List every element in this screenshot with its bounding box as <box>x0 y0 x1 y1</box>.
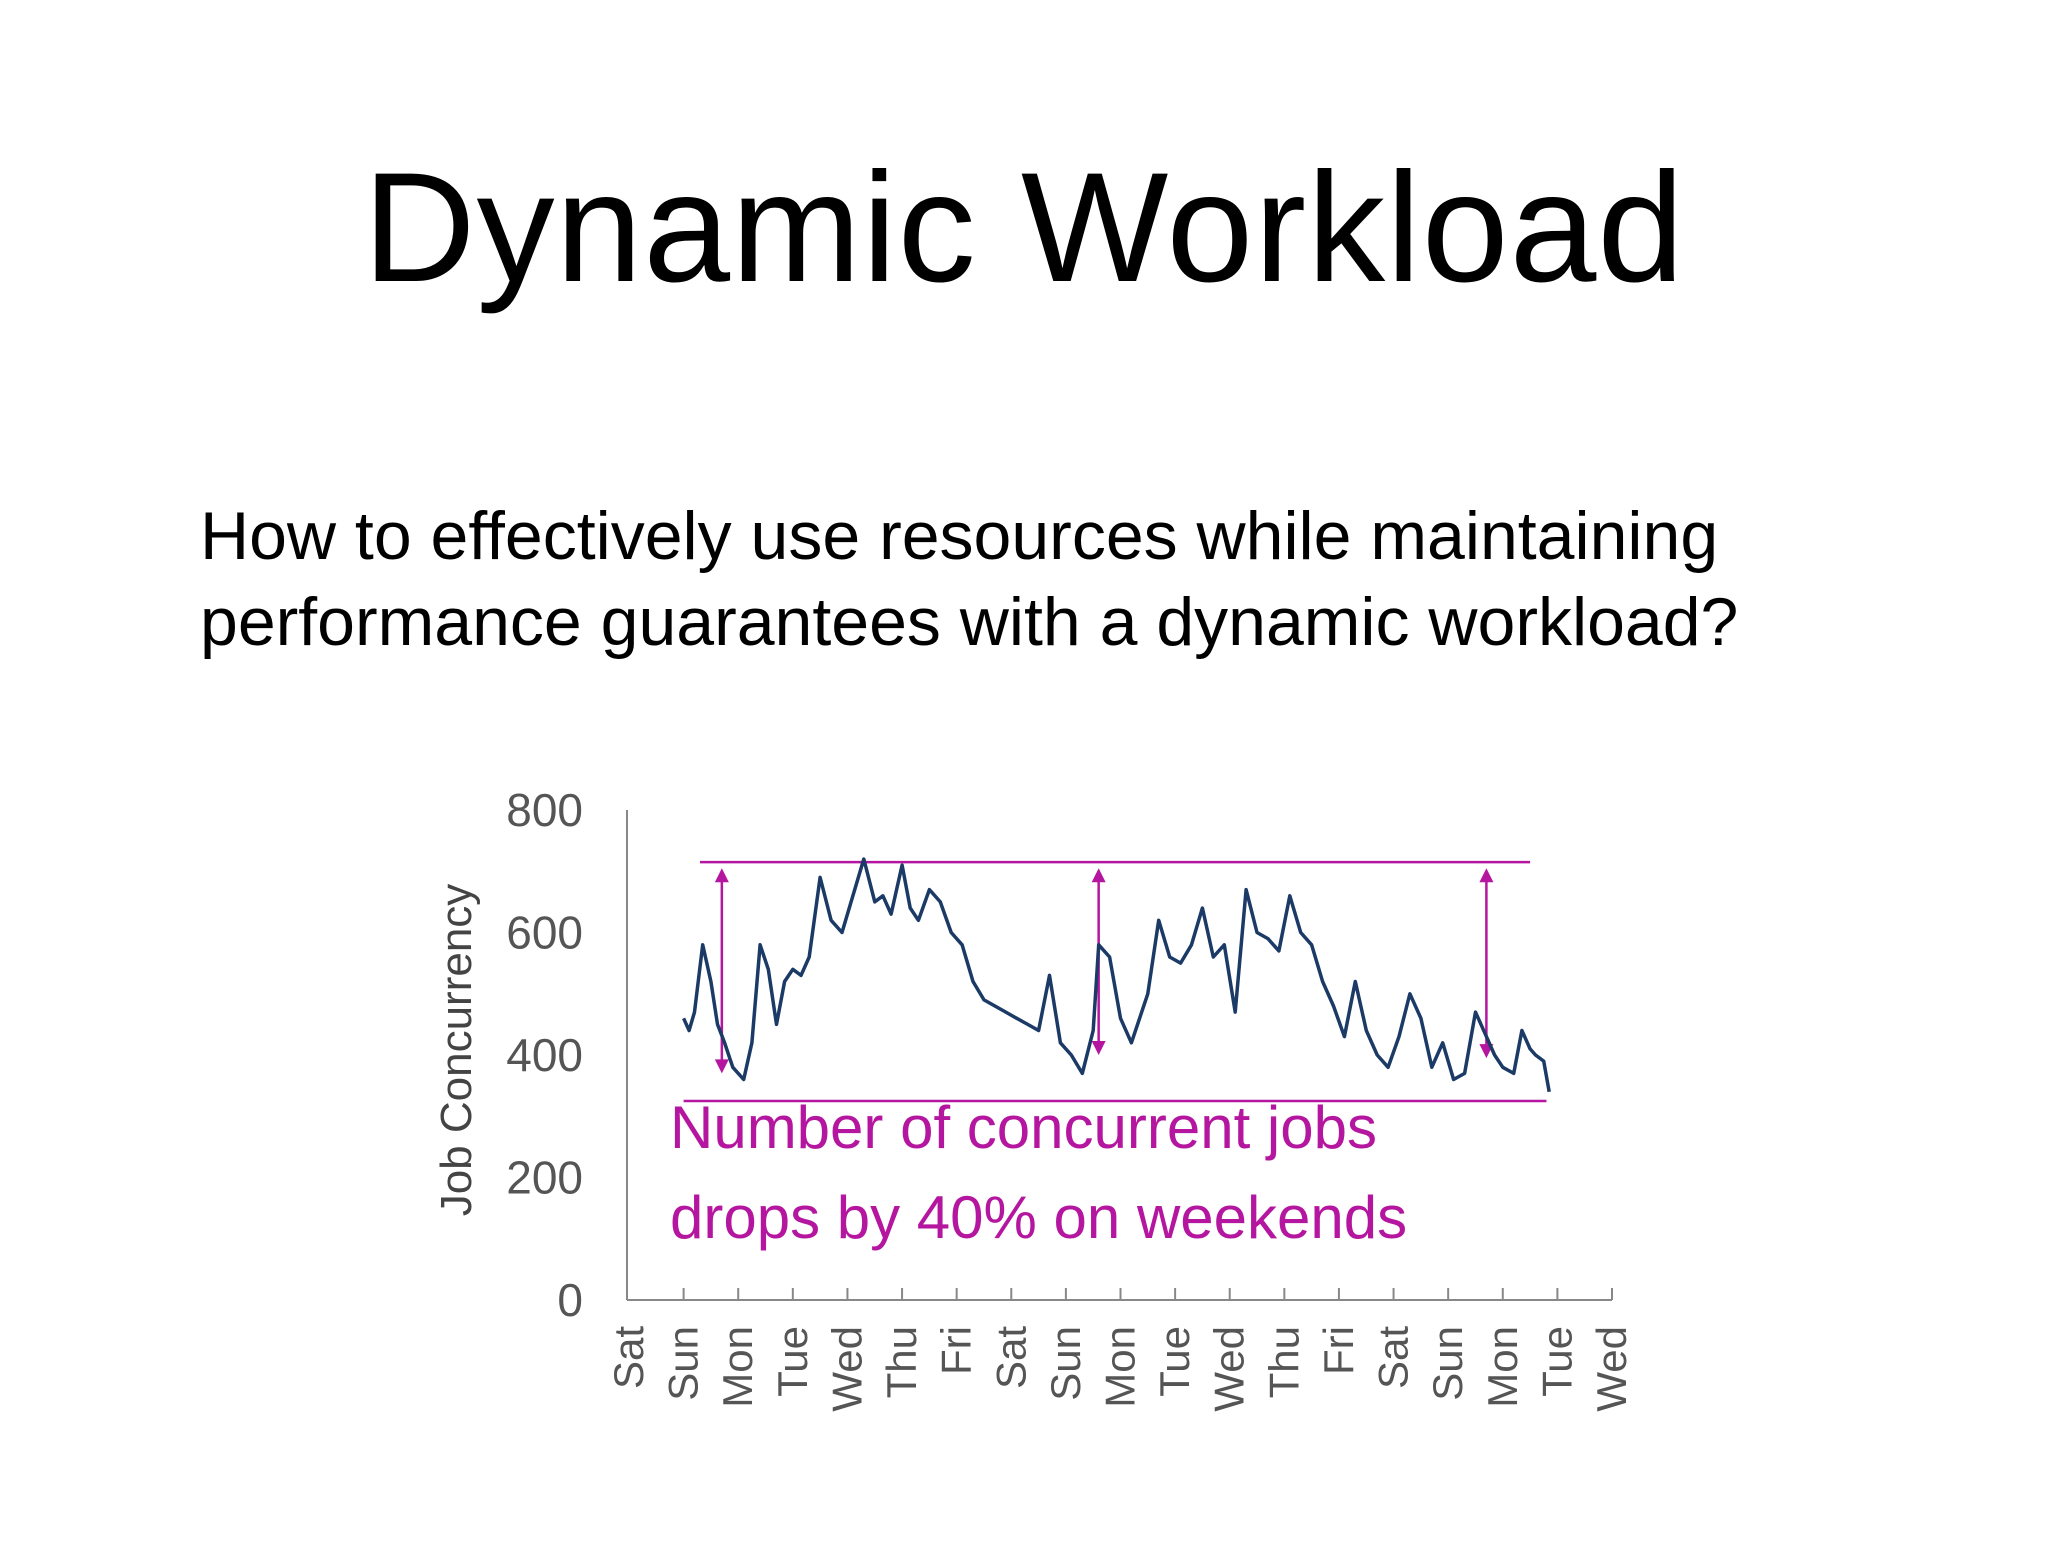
x-tick-label: Sun <box>1042 1326 1089 1401</box>
drop-arrow-head-up <box>1479 868 1494 883</box>
y-tick-label: 600 <box>506 907 583 959</box>
chart-series <box>682 857 1551 1093</box>
x-tick-label: Sat <box>605 1326 652 1389</box>
x-tick-label: Fri <box>933 1326 980 1375</box>
drop-arrow-head-up <box>714 868 729 883</box>
body-line-1: How to effectively use resources while m… <box>200 498 1719 574</box>
x-tick-label: Wed <box>1588 1326 1635 1412</box>
x-tick-label: Tue <box>1533 1326 1580 1397</box>
drop-arrow-head-down <box>1091 1041 1106 1055</box>
x-tick-label: Thu <box>878 1326 925 1398</box>
y-tick-label: 400 <box>506 1029 583 1081</box>
x-tick-label: Mon <box>1479 1326 1526 1408</box>
y-tick-label: 800 <box>506 784 583 836</box>
x-tick-label: Mon <box>714 1326 761 1408</box>
y-axis-label: Job Concurrency <box>432 884 481 1217</box>
y-tick-labels: 0 200 400 600 800 <box>506 784 583 1326</box>
x-tick-label: Sat <box>1370 1326 1417 1389</box>
job-concurrency-line <box>682 857 1551 1093</box>
x-tick-labels: Sat Sun Mon Tue Wed Thu Fri Sat Sun Mon Tue Wed Thu F… <box>605 1288 1635 1412</box>
annotation-text-line-1: Number of concurrent jobs <box>670 1094 1377 1161</box>
y-tick-label: 200 <box>506 1152 583 1204</box>
x-tick-label: Sun <box>1424 1326 1471 1401</box>
chart-annotations <box>683 860 1547 1103</box>
annotation-text-line-2: drops by 40% on weekends <box>670 1184 1407 1251</box>
drop-arrow-head-down <box>714 1059 729 1074</box>
x-tick-label: Tue <box>1151 1326 1198 1397</box>
body-line-2: performance guarantees with a dynamic wo… <box>200 584 1739 661</box>
slide-title: Dynamic Workload <box>362 141 1686 315</box>
x-tick-label: Thu <box>1260 1326 1307 1398</box>
y-tick-label: 0 <box>557 1274 583 1326</box>
x-tick-label: Sat <box>987 1326 1034 1389</box>
x-tick-label: Wed <box>1206 1326 1253 1412</box>
slide-body: How to effectively use resources while m… <box>200 493 1950 666</box>
drop-arrow-head-up <box>1091 868 1106 883</box>
x-tick-label: Wed <box>823 1326 870 1412</box>
x-tick-label: Mon <box>1097 1326 1144 1408</box>
x-tick-label: Tue <box>769 1326 816 1397</box>
x-tick-label: Sun <box>660 1326 707 1401</box>
x-tick-label: Fri <box>1315 1326 1362 1375</box>
